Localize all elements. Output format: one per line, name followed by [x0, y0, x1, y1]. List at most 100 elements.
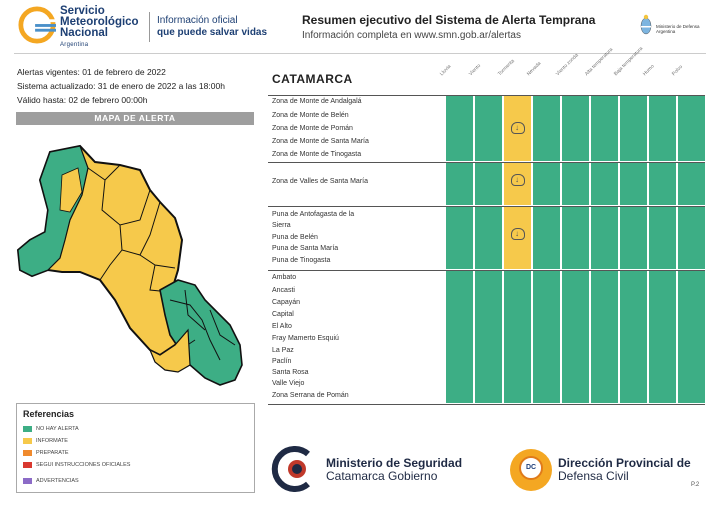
zone-label: Ambato: [272, 274, 297, 281]
ministry-security-sub: Catamarca Gobierno: [326, 469, 438, 483]
storm-icon: [511, 174, 525, 186]
ref-label: ADVERTENCIAS: [36, 478, 79, 484]
zone-label: Zona de Monte de Santa María: [272, 138, 369, 145]
alert-cell: [475, 207, 502, 269]
zone-label: Zona de Monte de Tinogasta: [272, 151, 362, 158]
ref-preparate: PREPARATE: [23, 449, 69, 457]
map-title: MAPA DE ALERTA: [16, 112, 254, 125]
smn-logo-icon: [18, 6, 56, 44]
slogan: Información oficial que puede salvar vid…: [157, 15, 267, 39]
slogan-line1: Información oficial: [157, 15, 238, 26]
col-header: Polvo: [670, 64, 685, 78]
page-subtitle: Información completa en www.smn.gob.ar/a…: [302, 30, 521, 41]
alert-cell: [562, 96, 589, 161]
alert-cell: [649, 207, 676, 269]
ministry-line2: Argentina: [656, 29, 676, 34]
header-rule: [14, 53, 706, 54]
header-divider: [149, 12, 150, 42]
page-title: Resumen ejecutivo del Sistema de Alerta …: [302, 13, 596, 27]
zone-label: Puna de Antofagasta de la: [272, 211, 355, 218]
header: Servicio Meteorológico Nacional Argentin…: [0, 0, 720, 56]
alert-cell: [504, 271, 531, 403]
zone-label: Fray Mamerto Esquiú: [272, 335, 339, 342]
storm-icon: [511, 122, 525, 134]
org-line3: Nacional: [60, 27, 108, 39]
alert-cell: [562, 163, 589, 205]
swatch: [23, 449, 32, 456]
alert-cell: [591, 207, 618, 269]
alert-cell: [533, 271, 560, 403]
alert-cell: [562, 271, 589, 403]
references-title: Referencias: [23, 409, 75, 419]
coat-of-arms-icon: [640, 14, 652, 35]
zone-label: Zona de Monte de Belén: [272, 112, 349, 119]
swatch: [23, 437, 32, 444]
zone-label: Zona de Monte de Andalgalá: [272, 98, 362, 105]
alert-cell: [620, 271, 647, 403]
alert-cell: [533, 163, 560, 205]
alert-cell: [446, 271, 473, 403]
dc-badge: DC: [519, 456, 543, 480]
references-panel: Referencias NO HAY ALERTA INFORMATE PREP…: [16, 403, 255, 493]
zone-label: Capital: [272, 311, 294, 318]
defensa-civil-sub: Defensa Civil: [558, 469, 629, 483]
zone-label: Valle Viejo: [272, 380, 305, 387]
alert-cell: [678, 163, 705, 205]
alert-cell: [475, 163, 502, 205]
ref-label: SEGUI INSTRUCCIONES OFICIALES: [36, 462, 131, 468]
org-line2: Meteorológico: [60, 16, 139, 28]
ref-label: PREPARATE: [36, 450, 69, 456]
alert-cell: [620, 163, 647, 205]
alert-cell: [591, 163, 618, 205]
alert-cell: [446, 96, 473, 161]
ministry-security-title: Ministerio de Seguridad: [326, 456, 463, 470]
storm-icon: [511, 228, 525, 240]
alert-cell: [562, 207, 589, 269]
ref-informate: INFORMATE: [23, 437, 68, 445]
alert-cell: [591, 271, 618, 403]
ref-label: NO HAY ALERTA: [36, 426, 79, 432]
group-divider: [268, 404, 705, 405]
alert-cell: [446, 163, 473, 205]
catamarca-alert-map: [16, 144, 243, 386]
alert-cell: [475, 96, 502, 161]
valid-until-text: Válido hasta: 02 de febrero 00:00h: [17, 95, 148, 105]
alert-cell: [678, 207, 705, 269]
alert-cell: [475, 271, 502, 403]
zone-label: Zona Serrana de Pomán: [272, 392, 349, 399]
alert-cell: [446, 207, 473, 269]
zone-label: Puna de Belén: [272, 234, 318, 241]
group-divider: [268, 270, 705, 271]
alerts-valid-text: Alertas vigentes: 01 de febrero de 2022: [17, 67, 166, 77]
zone-label: Paclín: [272, 358, 292, 365]
alert-cell: [533, 96, 560, 161]
org-country: Argentina: [60, 42, 89, 48]
ministry-line1: Ministerio de Defensa: [656, 24, 700, 29]
alert-cell: [649, 271, 676, 403]
alert-cell: [620, 96, 647, 161]
zone-label: El Alto: [272, 323, 292, 330]
zone-label: Zona de Valles de Santa María: [272, 178, 368, 185]
zone-label: Capayán: [272, 299, 301, 306]
alert-cell: [649, 163, 676, 205]
alert-cell: [678, 96, 705, 161]
ref-no-alert: NO HAY ALERTA: [23, 425, 79, 433]
alert-cell: [678, 271, 705, 403]
slogan-line2: que puede salvar vidas: [157, 27, 268, 38]
zone-label: La Paz: [272, 347, 294, 354]
smn-name: Servicio Meteorológico Nacional Argentin…: [60, 5, 139, 51]
defensa-civil-title: Dirección Provincial de: [558, 456, 691, 470]
alert-cell: [620, 207, 647, 269]
ref-label: INFORMATE: [36, 438, 68, 444]
swatch: [23, 425, 32, 432]
zone-label: Puna de Tinogasta: [272, 257, 331, 264]
region-title: CATAMARCA: [272, 72, 353, 86]
group-divider: [268, 95, 705, 96]
ref-advertencias: ADVERTENCIAS: [23, 477, 79, 485]
zone-label: Ancasti: [272, 287, 295, 294]
swatch: [23, 461, 32, 468]
zone-label: Puna de Santa María: [272, 245, 339, 252]
group-divider: [268, 206, 705, 207]
ministry-security-logo-icon: [271, 446, 310, 492]
defensa-civil-text: Dirección Provincial de Defensa Civil: [558, 457, 691, 483]
